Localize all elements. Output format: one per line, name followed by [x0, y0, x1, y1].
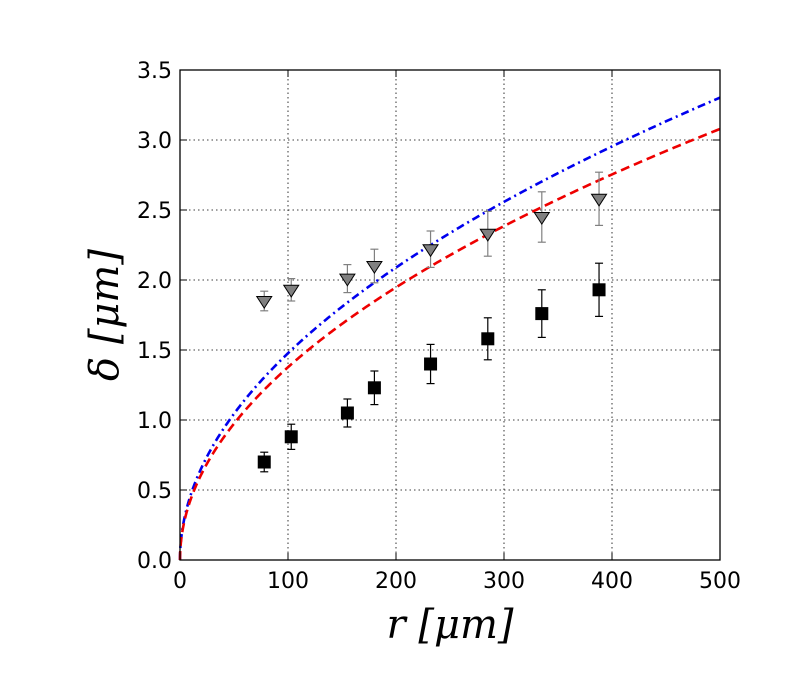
y-tick-label: 3.5: [137, 59, 172, 84]
triangle-marker: [255, 296, 273, 310]
y-tick-label: 2.5: [137, 199, 172, 224]
x-tick-label: 400: [591, 569, 633, 594]
y-tick-label: 0.0: [137, 549, 172, 574]
red-dashed-curve: [178, 127, 721, 561]
x-axis-label: r [μm]: [387, 602, 514, 648]
triangle-marker: [590, 193, 608, 207]
markers: [255, 193, 608, 469]
triangle-marker: [422, 244, 439, 258]
square-marker: [257, 455, 271, 469]
y-tick-label: 1.0: [137, 409, 172, 434]
y-axis-label: δ [μm]: [82, 249, 128, 381]
plot-frame: [179, 69, 721, 561]
y-tick-label: 0.5: [137, 479, 172, 504]
tick-labels: 0 100 200 300 400 500 0.0 0.5 1.0 1.5 2.0 2.5 3.0 3.5: [137, 59, 741, 594]
triangle-marker: [533, 212, 551, 226]
y-tick-label: 1.5: [137, 339, 172, 364]
x-tick-label: 300: [483, 569, 525, 594]
x-tick-label: 0: [173, 569, 187, 594]
square-marker: [284, 430, 298, 444]
square-marker: [481, 332, 495, 346]
triangle-marker: [338, 273, 356, 287]
x-tick-label: 500: [699, 569, 741, 594]
y-tick-label: 2.0: [137, 269, 172, 294]
x-tick-label: 200: [375, 569, 417, 594]
square-marker: [367, 381, 381, 395]
grid: [180, 70, 720, 560]
square-marker: [592, 283, 606, 297]
x-tick-label: 100: [267, 569, 309, 594]
square-marker: [340, 406, 354, 420]
curves: [178, 96, 721, 561]
ticks: [179, 69, 721, 561]
blue-dashdot-curve: [178, 96, 721, 561]
triangle-marker: [282, 284, 300, 298]
error-bars: [260, 171, 604, 473]
triangle-marker: [365, 261, 383, 275]
square-marker: [535, 307, 549, 321]
square-marker: [424, 357, 438, 371]
y-tick-label: 3.0: [137, 129, 172, 154]
triangle-marker: [479, 228, 497, 242]
